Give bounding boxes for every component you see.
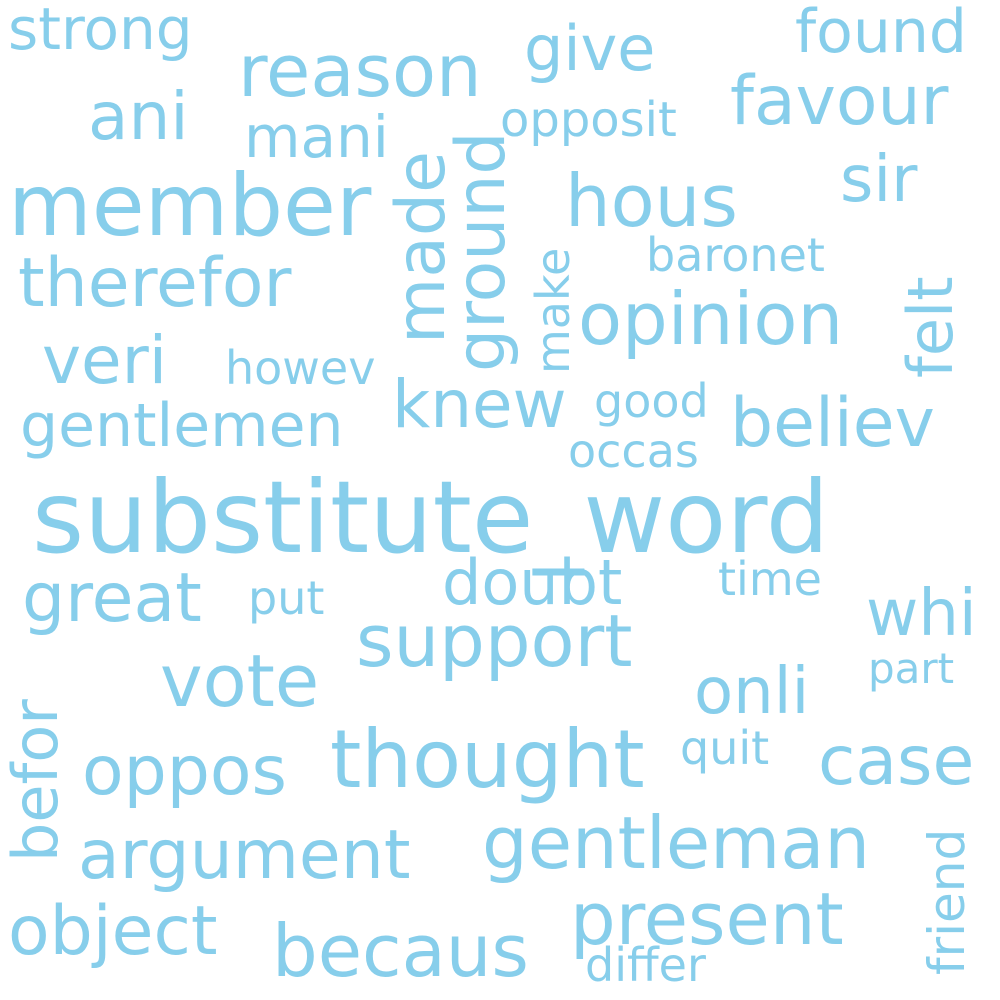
- word-reason: reason: [238, 29, 482, 113]
- word-part: part: [868, 644, 955, 693]
- word-gentlemen: gentlemen: [20, 391, 344, 461]
- word-hous: hous: [565, 159, 738, 243]
- word-differ: differ: [585, 938, 706, 992]
- word-befor: befor: [0, 699, 72, 862]
- word-becaus: becaus: [272, 909, 529, 993]
- word-whi: whi: [866, 577, 977, 651]
- word-quit: quit: [680, 721, 770, 775]
- word-substitute-word: substitute_word: [32, 459, 830, 576]
- word-ani: ani: [88, 78, 189, 155]
- word-give: give: [524, 12, 656, 85]
- word-time: time: [718, 552, 822, 606]
- word-mani: mani: [244, 103, 389, 171]
- word-strong: strong: [8, 0, 193, 63]
- word-thought: thought: [330, 713, 645, 806]
- word-object: object: [8, 892, 218, 971]
- word-good: good: [594, 374, 709, 428]
- word-baronet: baronet: [646, 228, 825, 282]
- word-great: great: [22, 559, 202, 638]
- word-therefor: therefor: [18, 244, 292, 323]
- word-made: made: [382, 151, 461, 344]
- word-opposit: opposit: [500, 92, 677, 148]
- word-vote: vote: [160, 639, 320, 723]
- word-occas: occas: [568, 424, 699, 478]
- word-believ: believ: [730, 384, 935, 463]
- word-case: case: [818, 722, 975, 801]
- word-knew: knew: [392, 366, 567, 443]
- word-onli: onli: [694, 655, 810, 729]
- word-veri: veri: [42, 322, 168, 399]
- word-opinion: opinion: [578, 277, 844, 361]
- word-felt: felt: [894, 276, 967, 378]
- word-support: support: [356, 599, 633, 683]
- word-put: put: [248, 571, 325, 625]
- word-present: present: [570, 877, 844, 961]
- word-howev: howev: [225, 341, 376, 395]
- word-favour: favour: [730, 62, 949, 141]
- word-make: make: [526, 247, 580, 374]
- word-found: found: [795, 0, 967, 67]
- word-oppos: oppos: [82, 732, 287, 811]
- word-gentleman: gentleman: [482, 801, 871, 885]
- word-friend: friend: [918, 828, 976, 975]
- word-member: member: [8, 156, 372, 256]
- word-sir: sir: [840, 143, 918, 217]
- word-doubt: doubt: [442, 546, 623, 619]
- word-argument: argument: [78, 816, 411, 895]
